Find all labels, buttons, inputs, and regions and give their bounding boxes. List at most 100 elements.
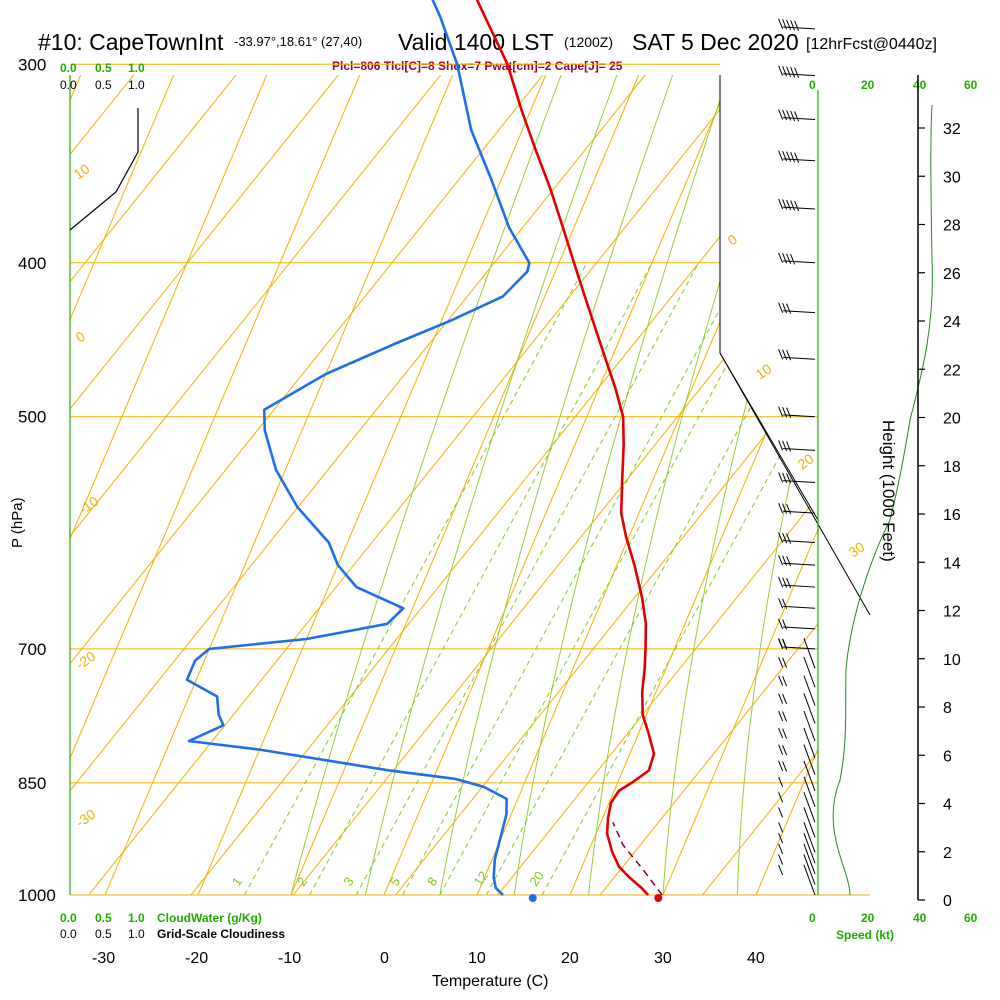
wind-barb-flag	[778, 657, 784, 668]
pressure-tick-label: 850	[18, 774, 46, 793]
wind-barb-flag	[786, 577, 792, 589]
wind-barb-flag	[782, 472, 788, 484]
wind-barb-flag	[786, 350, 792, 361]
wind-barb-flag	[782, 693, 788, 705]
wind-barb	[778, 821, 816, 853]
dry-adiabat	[70, 75, 580, 895]
top-cloudiness-tick: 0.5	[95, 78, 112, 92]
wind-barb-flag	[782, 555, 788, 566]
speed-tick-top: 40	[913, 78, 927, 92]
wind-barb-flag	[778, 854, 784, 865]
wind-barb-flag	[782, 761, 788, 772]
wind-barb	[778, 576, 816, 589]
wind-barb-flag	[786, 503, 792, 515]
isotherm-label: -30	[73, 806, 99, 831]
bottom-cloudiness-tick: 1.0	[128, 927, 145, 941]
cloudwater-label: CloudWater (g/Kg)	[157, 911, 262, 925]
wind-barb-staff	[783, 510, 816, 514]
dry-adiabat	[70, 75, 478, 895]
wind-barbs	[778, 18, 816, 896]
wind-barb-flag	[782, 657, 788, 668]
wind-barb-flag	[790, 66, 796, 78]
cloud-panel: 0.0 0.5 1.0 0.0 0.5 1.0 0.0 0.5 1.0 0.0 0.5 1.0	[60, 61, 145, 941]
wind-barb-staff	[803, 744, 816, 775]
top-cloudwater-tick: 0.0	[60, 61, 77, 75]
wind-barb-staff	[783, 356, 816, 360]
wind-barb-flag	[778, 822, 784, 833]
wind-barb	[778, 656, 816, 688]
wind-barb-staff	[803, 727, 816, 759]
dry-adiabat	[70, 75, 376, 895]
mixing-ratio-label: 5	[387, 874, 403, 889]
sounding-profiles	[185, 0, 663, 902]
dry-adiabat	[70, 75, 785, 895]
wind-barb-flag	[778, 109, 784, 120]
wind-barb	[778, 502, 816, 515]
wind-barb-staff	[803, 656, 816, 688]
mixing-ratio-line	[541, 262, 818, 895]
wind-barb-flag	[778, 554, 784, 566]
mixing-ratio-line	[309, 262, 653, 895]
mixing-ratio-line	[244, 262, 588, 895]
temperature-line	[475, 0, 656, 896]
wind-barb-flag	[782, 151, 788, 162]
wind-barb-flag	[782, 407, 788, 418]
speed-tick-top: 0	[809, 78, 816, 92]
speed-tick-bottom: 60	[964, 911, 978, 925]
wind-barb	[778, 675, 816, 706]
wind-barb-staff	[783, 158, 816, 162]
speed-tick-top: 20	[861, 78, 875, 92]
speed-tick-bottom: 0	[809, 911, 816, 925]
isotherm-line	[70, 75, 175, 895]
wind-barb-staff	[783, 73, 816, 77]
wind-barb-flag	[778, 576, 784, 588]
moist-adiabat	[513, 75, 777, 895]
dry-adiabat	[190, 75, 818, 895]
wind-barb-flag	[786, 19, 792, 31]
height-tick-label: 32	[943, 121, 961, 138]
wind-barb-flag	[782, 532, 788, 544]
speed-tick-bottom: 20	[861, 911, 875, 925]
isotherm-label: 0	[73, 328, 89, 346]
wind-barb	[778, 109, 816, 122]
cloudiness-profile	[69, 108, 139, 231]
pressure-tick-label: 1000	[18, 886, 56, 905]
wind-barb-flag	[778, 150, 784, 161]
wind-barb-flag	[778, 472, 784, 483]
wind-barb	[778, 349, 816, 361]
wind-barb-flag	[786, 151, 792, 162]
wind-barb	[778, 638, 816, 650]
wind-barb-flag	[778, 675, 784, 686]
pressure-tick-label: 500	[18, 408, 46, 427]
wind-barb-flag	[790, 20, 796, 31]
wind-barb	[778, 440, 816, 452]
x-tick-label: 10	[468, 950, 486, 967]
dry-adiabat	[88, 75, 818, 895]
height-axis-title: Height (1000 Feet)	[879, 420, 898, 562]
right-frame	[719, 75, 819, 895]
wind-barb-flag	[790, 200, 796, 211]
x-tick-label: -20	[185, 950, 208, 967]
bottom-cloudwater-tick: 0.0	[60, 911, 77, 925]
height-tick-label: 18	[943, 459, 961, 476]
mixing-ratio-label: 12	[470, 868, 491, 888]
wind-barb-flag	[782, 577, 788, 588]
wind-barb-flag	[782, 728, 788, 739]
wind-barb-flag	[782, 302, 788, 314]
isotherm-line	[70, 75, 361, 895]
isotherm-line	[290, 75, 640, 895]
bottom-cloudwater-tick: 0.5	[95, 911, 112, 925]
wind-barb-flag	[778, 618, 784, 630]
wind-barb-flag	[778, 532, 784, 543]
pressure-tick-label: 400	[18, 254, 46, 273]
wind-barb	[778, 472, 816, 484]
wind-barb-staff	[783, 480, 816, 483]
wind-barb	[778, 727, 816, 759]
wind-barb-flag	[786, 110, 792, 121]
height-tick-label: 20	[943, 411, 961, 428]
isotherm-line	[104, 75, 454, 895]
wind-barb	[778, 791, 816, 823]
wind-barb-staff	[803, 821, 816, 853]
